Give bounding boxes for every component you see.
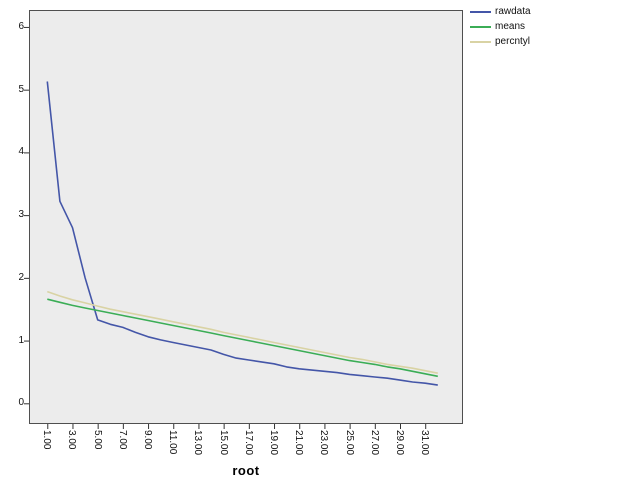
- legend-label: means: [495, 21, 526, 32]
- y-tick-label: 0: [18, 397, 24, 409]
- x-tick-label: 5.00: [91, 430, 103, 450]
- x-tick-label: 21.00: [293, 430, 305, 456]
- legend-swatch-percntyl: [470, 41, 491, 43]
- x-axis-title: root: [232, 463, 260, 478]
- y-tick-label: 1: [18, 334, 24, 346]
- x-tick-label: 23.00: [318, 430, 330, 456]
- x-tick-label: 25.00: [343, 430, 355, 456]
- x-tick-label: 31.00: [419, 430, 431, 456]
- x-tick-label: 11.00: [167, 430, 179, 455]
- x-tick-label: 29.00: [394, 430, 405, 456]
- x-tick-label: 7.00: [116, 430, 128, 450]
- legend-swatch-means: [470, 26, 491, 28]
- x-tick-label: 9.00: [142, 430, 154, 450]
- legend-swatch-rawdata: [470, 11, 491, 13]
- series-line-means: [47, 298, 438, 378]
- legend-label: rawdata: [495, 6, 531, 17]
- x-tick-label: 17.00: [242, 430, 254, 456]
- x-tick-label: 19.00: [268, 430, 280, 456]
- plot-area: [29, 10, 463, 424]
- x-tick-label: 1.00: [41, 430, 53, 450]
- y-tick-label: 2: [18, 271, 24, 283]
- x-tick-label: 13.00: [192, 430, 204, 456]
- series-line-rawdata: [46, 81, 438, 386]
- y-tick-label: 4: [18, 146, 24, 158]
- y-tick-label: 3: [18, 209, 24, 221]
- legend-label: percntyl: [495, 36, 531, 47]
- legend-entry-percntyl: percntyl: [470, 36, 531, 48]
- x-tick-label: 3.00: [66, 430, 78, 450]
- y-tick-label: 6: [18, 20, 24, 32]
- x-tick-label: 27.00: [368, 430, 380, 456]
- y-tick-label: 5: [18, 83, 24, 95]
- legend-entry-rawdata: rawdata: [470, 6, 531, 18]
- legend-entry-means: means: [470, 21, 531, 33]
- legend: rawdata means percntyl: [470, 6, 531, 51]
- x-tick-label: 15.00: [217, 430, 229, 456]
- series-line-percntyl: [47, 290, 438, 374]
